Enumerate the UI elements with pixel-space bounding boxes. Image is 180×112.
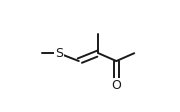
- Text: S: S: [55, 47, 63, 60]
- Text: O: O: [111, 79, 121, 92]
